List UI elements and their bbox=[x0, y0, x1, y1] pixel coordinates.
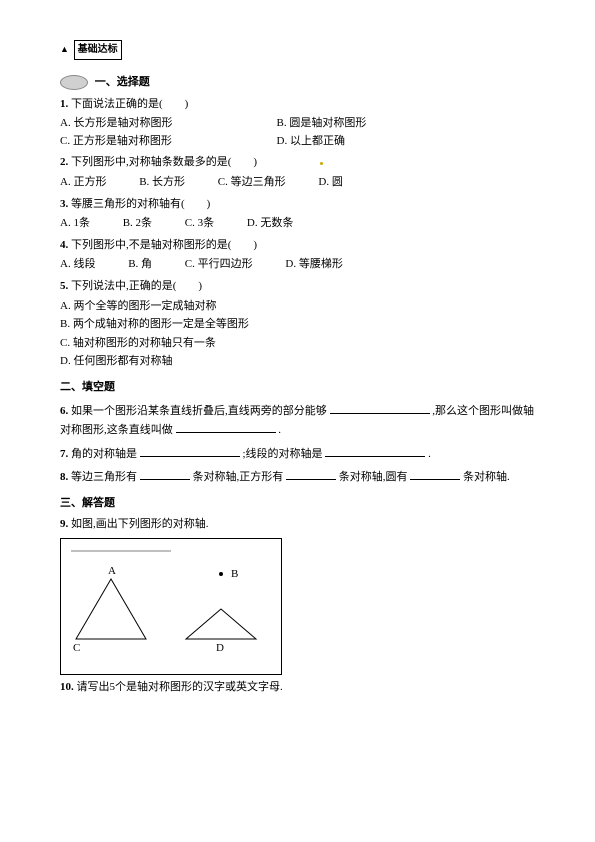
fig-label-d: D bbox=[216, 642, 224, 654]
q8-text-b: 条对称轴,正方形有 bbox=[193, 471, 284, 483]
q3-opt-b: B. 2条 bbox=[123, 215, 152, 233]
q8-num: 8. bbox=[60, 471, 68, 483]
q8-blank-3 bbox=[410, 467, 460, 480]
q7-blank-2 bbox=[325, 444, 425, 457]
fig-dot bbox=[219, 572, 223, 576]
fig-triangle-2 bbox=[186, 609, 256, 639]
dot-icon bbox=[320, 162, 323, 165]
q8-text-c: 条对称轴,圆有 bbox=[339, 471, 408, 483]
q6-text-c: . bbox=[278, 424, 281, 436]
fig-label-a: A bbox=[108, 565, 116, 577]
ellipse-icon bbox=[60, 75, 88, 90]
q3-opt-a: A. 1条 bbox=[60, 215, 90, 233]
q5-opt-d: D. 任何图形都有对称轴 bbox=[60, 353, 535, 371]
q9-num: 9. bbox=[60, 518, 68, 530]
q1-opt-b: B. 圆是轴对称图形 bbox=[277, 115, 491, 133]
q6-blank-2 bbox=[176, 420, 276, 433]
section-badge: 基础达标 bbox=[60, 40, 122, 60]
section-1-title: 一、选择题 bbox=[60, 74, 535, 92]
q2-opt-b: B. 长方形 bbox=[139, 174, 185, 192]
badge-text: 基础达标 bbox=[74, 40, 122, 60]
q5-opt-b: B. 两个成轴对称的图形一定是全等图形 bbox=[60, 316, 535, 334]
q5-options: A. 两个全等的图形一定成轴对称 B. 两个成轴对称的图形一定是全等图形 C. … bbox=[60, 298, 535, 371]
question-5: 5. 下列说法中,正确的是( ) A. 两个全等的图形一定成轴对称 B. 两个成… bbox=[60, 278, 535, 371]
question-1: 1. 下面说法正确的是( ) A. 长方形是轴对称图形 B. 圆是轴对称图形 C… bbox=[60, 96, 535, 151]
q2-text: 下列图形中,对称轴条数最多的是( ) bbox=[71, 156, 257, 168]
question-7: 7. 角的对称轴是 ;线段的对称轴是 . bbox=[60, 444, 535, 464]
section-1-label: 一、选择题 bbox=[95, 76, 150, 88]
q2-opt-a: A. 正方形 bbox=[60, 174, 106, 192]
q3-opt-c: C. 3条 bbox=[185, 215, 214, 233]
q6-blank-1 bbox=[330, 401, 430, 414]
q8-blank-2 bbox=[286, 467, 336, 480]
q5-num: 5. bbox=[60, 280, 68, 292]
q6-num: 6. bbox=[60, 405, 68, 417]
badge-letter bbox=[60, 40, 69, 59]
q9-text: 如图,画出下列图形的对称轴. bbox=[71, 518, 209, 530]
q8-blank-1 bbox=[140, 467, 190, 480]
section-3-title: 三、解答题 bbox=[60, 495, 535, 513]
q4-opt-a: A. 线段 bbox=[60, 256, 95, 274]
question-4: 4. 下列图形中,不是轴对称图形的是( ) A. 线段 B. 角 C. 平行四边… bbox=[60, 237, 535, 274]
question-2: 2. 下列图形中,对称轴条数最多的是( ) A. 正方形 B. 长方形 C. 等… bbox=[60, 154, 535, 191]
q4-opt-b: B. 角 bbox=[128, 256, 152, 274]
fig-triangle-1 bbox=[76, 579, 146, 639]
q4-options: A. 线段 B. 角 C. 平行四边形 D. 等腰梯形 bbox=[60, 256, 535, 274]
q1-num: 1. bbox=[60, 98, 68, 110]
q7-text-a: 角的对称轴是 bbox=[71, 448, 137, 460]
figure-q9: A C B D bbox=[60, 538, 282, 675]
q7-text-c: . bbox=[428, 448, 431, 460]
q8-text-a: 等边三角形有 bbox=[71, 471, 137, 483]
q10-text: 请写出5个是轴对称图形的汉字或英文字母. bbox=[77, 681, 283, 693]
q4-opt-d: D. 等腰梯形 bbox=[285, 256, 342, 274]
q2-num: 2. bbox=[60, 156, 68, 168]
question-10: 10. 请写出5个是轴对称图形的汉字或英文字母. bbox=[60, 679, 535, 697]
q5-opt-c: C. 轴对称图形的对称轴只有一条 bbox=[60, 335, 535, 353]
q2-options: A. 正方形 B. 长方形 C. 等边三角形 D. 圆 bbox=[60, 174, 535, 192]
q8-text-d: 条对称轴. bbox=[463, 471, 510, 483]
question-3: 3. 等腰三角形的对称轴有( ) A. 1条 B. 2条 C. 3条 D. 无数… bbox=[60, 196, 535, 233]
q2-opt-d: D. 圆 bbox=[318, 174, 342, 192]
question-6: 6. 如果一个图形沿某条直线折叠后,直线两旁的部分能够 ,那么这个图形叫做轴对称… bbox=[60, 401, 535, 440]
q7-blank-1 bbox=[140, 444, 240, 457]
q5-opt-a: A. 两个全等的图形一定成轴对称 bbox=[60, 298, 535, 316]
section-2-title: 二、填空题 bbox=[60, 379, 535, 397]
question-9: 9. 如图,画出下列图形的对称轴. bbox=[60, 516, 535, 534]
q4-opt-c: C. 平行四边形 bbox=[185, 256, 253, 274]
figure-svg: A C B D bbox=[61, 539, 281, 674]
q2-opt-c: C. 等边三角形 bbox=[218, 174, 286, 192]
q3-options: A. 1条 B. 2条 C. 3条 D. 无数条 bbox=[60, 215, 535, 233]
q3-opt-d: D. 无数条 bbox=[247, 215, 293, 233]
q7-num: 7. bbox=[60, 448, 68, 460]
q1-opt-a: A. 长方形是轴对称图形 bbox=[60, 115, 274, 133]
q1-text: 下面说法正确的是( ) bbox=[71, 98, 188, 110]
q3-text: 等腰三角形的对称轴有( ) bbox=[71, 198, 210, 210]
q7-text-b: ;线段的对称轴是 bbox=[243, 448, 323, 460]
q1-options: A. 长方形是轴对称图形 B. 圆是轴对称图形 C. 正方形是轴对称图形 D. … bbox=[60, 115, 535, 150]
q3-num: 3. bbox=[60, 198, 68, 210]
fig-label-c: C bbox=[73, 642, 80, 654]
q1-opt-c: C. 正方形是轴对称图形 bbox=[60, 133, 274, 151]
q4-num: 4. bbox=[60, 239, 68, 251]
q5-text: 下列说法中,正确的是( ) bbox=[71, 280, 202, 292]
fig-label-b: B bbox=[231, 568, 238, 580]
q1-opt-d: D. 以上都正确 bbox=[277, 133, 491, 151]
q10-num: 10. bbox=[60, 681, 74, 693]
q4-text: 下列图形中,不是轴对称图形的是( ) bbox=[71, 239, 257, 251]
question-8: 8. 等边三角形有 条对称轴,正方形有 条对称轴,圆有 条对称轴. bbox=[60, 467, 535, 487]
q6-text-a: 如果一个图形沿某条直线折叠后,直线两旁的部分能够 bbox=[71, 405, 327, 417]
